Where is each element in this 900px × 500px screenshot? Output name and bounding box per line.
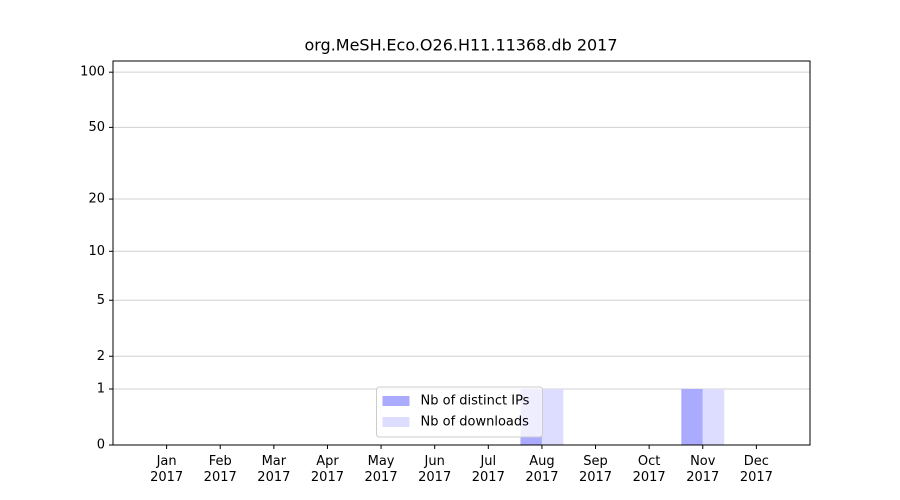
x-tick-label: Dec 2017 (739, 454, 773, 485)
legend-label: Nb of downloads (421, 415, 530, 430)
x-tick-label: Mar 2017 (257, 454, 291, 485)
y-tick-label: 2 (97, 349, 105, 364)
x-tick-label: Nov 2017 (686, 454, 720, 485)
y-tick-label: 0 (97, 438, 105, 453)
x-tick-label: Feb 2017 (203, 454, 237, 485)
legend: Nb of distinct IPs Nb of downloads (376, 386, 543, 438)
y-tick-label: 100 (80, 65, 105, 80)
bar (541, 389, 564, 445)
x-tick-label: Aug 2017 (525, 454, 559, 485)
y-tick-label: 10 (88, 244, 105, 259)
legend-swatch (382, 396, 410, 406)
x-tick-label: Apr 2017 (310, 454, 344, 485)
y-tick-label: 1 (97, 382, 105, 397)
x-tick-label: May 2017 (364, 454, 398, 485)
x-tick-label: Jun 2017 (418, 454, 452, 485)
legend-label: Nb of distinct IPs (421, 394, 530, 409)
x-tick-label: Jan 2017 (150, 454, 184, 485)
y-tick-label: 5 (97, 293, 105, 308)
plot-frame (112, 60, 811, 446)
x-tick-label: Sep 2017 (578, 454, 613, 485)
legend-box (376, 386, 543, 438)
bar (702, 389, 725, 445)
y-tick-label: 20 (88, 192, 105, 207)
chart-title: org.MeSH.Eco.O26.H11.11368.db 2017 (304, 36, 617, 55)
legend-swatch (382, 417, 410, 427)
x-tick-label: Jul 2017 (471, 454, 505, 485)
bar (681, 389, 703, 445)
y-tick-label: 50 (88, 120, 105, 135)
x-tick-label: Oct 2017 (632, 454, 666, 485)
